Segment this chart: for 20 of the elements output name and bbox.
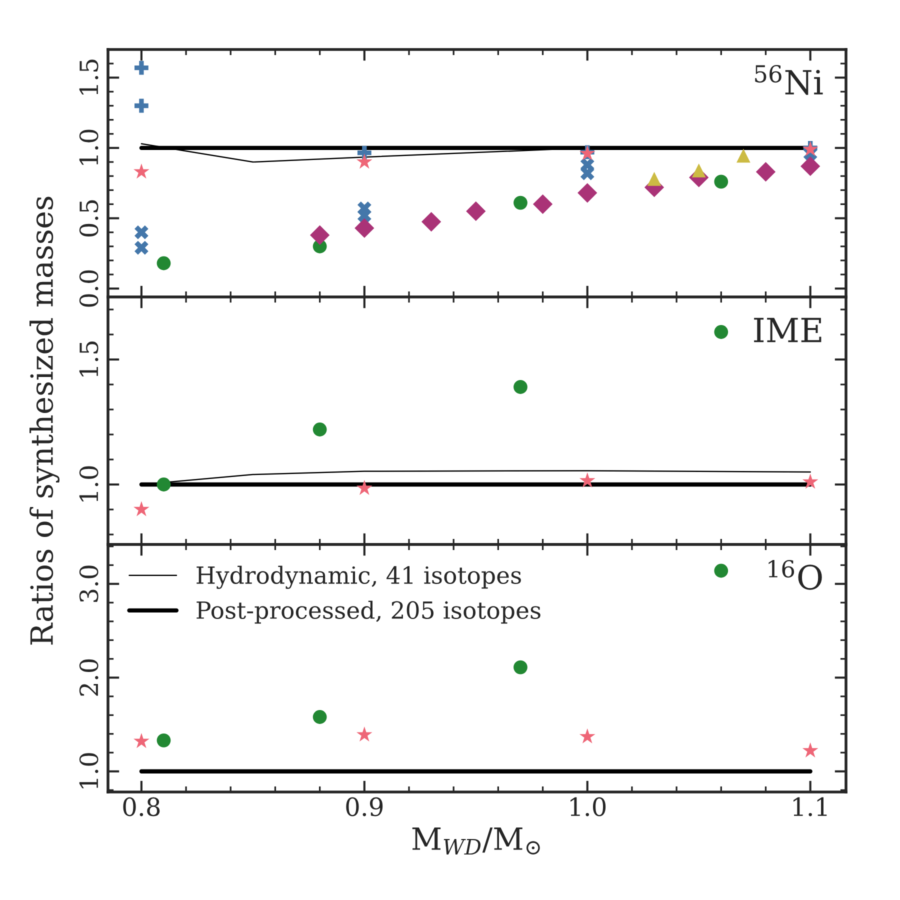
- x-tick-label: 1.1: [794, 797, 827, 816]
- y-tick-label: 1.0: [79, 130, 98, 165]
- x-tick-label: 0.8: [123, 797, 160, 816]
- y-axis-title: Ratios of synthesized masses: [29, 196, 60, 645]
- legend-label: Post-processed, 205 isotopes: [196, 600, 540, 624]
- y-tick-label: 1.0: [79, 753, 98, 788]
- x-axis-title: M$_{WD}$/M$_{⊙}$: [412, 828, 540, 855]
- y-tick-label: 3.0: [79, 566, 98, 602]
- y-tick-label: 0.0: [79, 270, 98, 307]
- annotation: $^{56}$Ni: [755, 64, 823, 95]
- y-tick-label: 2.0: [79, 659, 98, 696]
- legend-label: Hydrodynamic, 41 isotopes: [196, 566, 521, 589]
- y-tick-label: 1.5: [79, 342, 98, 376]
- annotation: IME: [754, 318, 822, 342]
- y-tick-label: 1.5: [79, 60, 98, 94]
- annotation: $^{16}$O: [768, 560, 822, 590]
- x-tick-label: 1.0: [570, 797, 606, 816]
- y-tick-label: 0.5: [79, 200, 98, 236]
- x-tick-label: 0.9: [346, 797, 383, 816]
- y-tick-label: 1.0: [79, 466, 98, 502]
